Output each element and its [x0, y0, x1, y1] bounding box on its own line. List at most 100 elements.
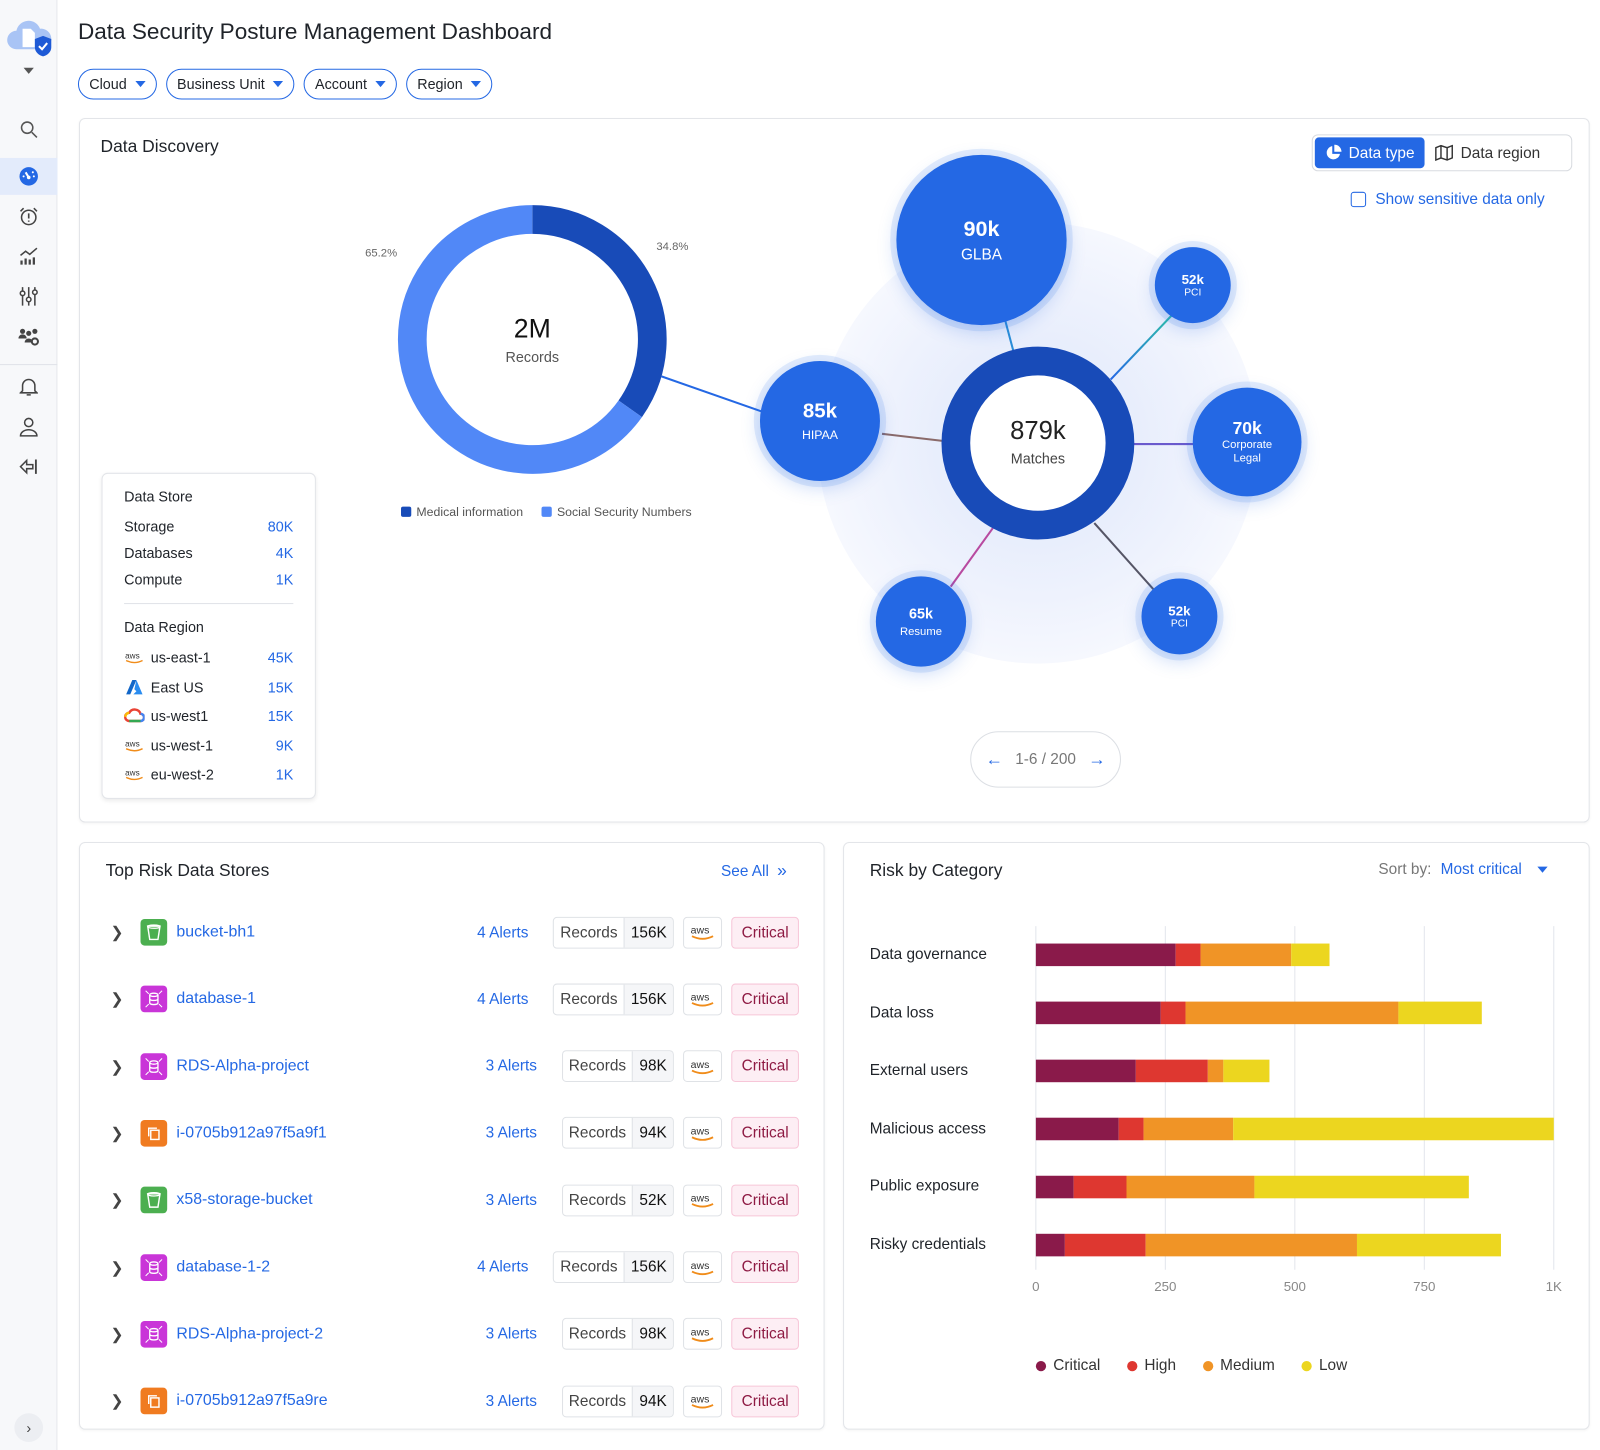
expand-chevron-icon[interactable]: ❯ [110, 1258, 124, 1277]
alerts-link[interactable]: 3 Alerts [485, 1124, 537, 1142]
alerts-link[interactable]: 3 Alerts [485, 1191, 537, 1209]
bar-segment-medium[interactable] [1143, 1117, 1234, 1141]
logo-icon[interactable] [6, 16, 53, 62]
data-store-name-link[interactable]: RDS-Alpha-project-2 [176, 1324, 324, 1343]
bar-segment-low[interactable] [1233, 1117, 1554, 1141]
bar-segment-medium[interactable] [1145, 1233, 1357, 1257]
table-row[interactable]: ❯ database-1-2 4 Alerts Records 156K aws … [106, 1251, 799, 1284]
bubble-pci-top[interactable]: 52k PCI [1154, 247, 1231, 324]
bar-segment-low[interactable] [1254, 1175, 1469, 1199]
legend-item[interactable]: High [1126, 1357, 1176, 1374]
donut-slice[interactable] [531, 205, 667, 418]
bar-segment-medium[interactable] [1126, 1175, 1255, 1199]
data-store-item[interactable]: Databases 4K [124, 539, 293, 566]
data-region-item[interactable]: aws us-east-1 45K [124, 643, 293, 672]
alarm-icon[interactable] [17, 205, 40, 228]
data-region-item[interactable]: aws eu-west-2 1K [124, 760, 293, 789]
table-row[interactable]: ❯ x58-storage-bucket 3 Alerts Records 52K… [106, 1184, 799, 1217]
bar-segment-high[interactable] [1135, 1059, 1208, 1083]
bar-segment-critical[interactable] [1035, 1175, 1074, 1199]
logout-icon[interactable] [17, 455, 40, 478]
donut-slice[interactable] [397, 205, 642, 474]
org-dropdown-caret-icon[interactable] [23, 67, 34, 74]
data-region-toggle[interactable]: Data region [1425, 137, 1551, 168]
search-icon[interactable] [17, 118, 40, 141]
bell-icon[interactable] [17, 375, 40, 398]
data-region-item[interactable]: East US 15K [124, 672, 293, 701]
bar-segment-medium[interactable] [1185, 1001, 1399, 1025]
sliders-icon[interactable] [17, 285, 40, 308]
expand-chevron-icon[interactable]: ❯ [110, 991, 124, 1009]
bubble-hipaa[interactable]: 85k HIPAA [759, 361, 880, 482]
bar-segment-medium[interactable] [1200, 943, 1292, 967]
bar-segment-critical[interactable] [1035, 1233, 1065, 1257]
bar-segment-low[interactable] [1356, 1233, 1501, 1257]
alerts-link[interactable]: 4 Alerts [477, 990, 529, 1008]
expand-chevron-icon[interactable]: ❯ [110, 1325, 124, 1344]
next-page-arrow-icon[interactable]: → [1088, 749, 1106, 769]
analytics-icon[interactable] [17, 245, 40, 268]
filter-cloud[interactable]: Cloud [77, 68, 157, 100]
bar-segment-high[interactable] [1118, 1117, 1144, 1141]
prev-page-arrow-icon[interactable]: ← [985, 749, 1003, 769]
data-store-name-link[interactable]: bucket-bh1 [176, 923, 256, 941]
data-store-item[interactable]: Storage 80K [124, 513, 293, 540]
alerts-link[interactable]: 4 Alerts [477, 923, 529, 941]
users-settings-icon[interactable] [17, 325, 40, 348]
data-store-name-link[interactable]: database-1-2 [176, 1257, 271, 1276]
filter-region[interactable]: Region [405, 68, 493, 100]
bar-segment-critical[interactable] [1035, 1117, 1119, 1141]
filter-business-unit[interactable]: Business Unit [165, 68, 295, 100]
legend-item[interactable]: Medium [1202, 1357, 1275, 1374]
legend-item[interactable]: Critical [1035, 1357, 1100, 1374]
bar-segment-low[interactable] [1223, 1059, 1270, 1083]
bar-segment-high[interactable] [1073, 1175, 1127, 1199]
expand-chevron-icon[interactable]: ❯ [110, 1124, 124, 1143]
bar-segment-low[interactable] [1291, 943, 1330, 967]
table-row[interactable]: ❯ RDS-Alpha-project-2 3 Alerts Records 98… [106, 1318, 799, 1351]
data-store-name-link[interactable]: i-0705b912a97f5a9f1 [176, 1123, 327, 1142]
data-store-name-link[interactable]: RDS-Alpha-project [176, 1056, 309, 1075]
bubble-pci-bottom[interactable]: 52k PCI [1141, 578, 1218, 655]
bubble-corporate-legal[interactable]: 70k Corporate Legal [1192, 387, 1302, 497]
data-region-item[interactable]: aws us-west-1 9K [124, 731, 293, 760]
bar-segment-high[interactable] [1175, 943, 1201, 967]
data-store-name-link[interactable]: x58-storage-bucket [176, 1190, 313, 1209]
table-row[interactable]: ❯ RDS-Alpha-project 3 Alerts Records 98K … [106, 1050, 799, 1083]
bar-segment-high[interactable] [1160, 1001, 1186, 1025]
bar-segment-critical[interactable] [1035, 943, 1176, 967]
alerts-link[interactable]: 4 Alerts [477, 1258, 529, 1276]
bar-segment-medium[interactable] [1207, 1059, 1224, 1083]
sort-dropdown[interactable]: Sort by: Most critical [1378, 860, 1548, 878]
dashboard-icon[interactable] [17, 165, 40, 188]
sensitive-data-checkbox[interactable]: Show sensitive data only [1350, 191, 1545, 208]
expand-chevron-icon[interactable]: ❯ [110, 1392, 124, 1411]
expand-chevron-icon[interactable]: ❯ [110, 924, 124, 942]
see-all-link[interactable]: See All » [721, 860, 787, 881]
table-row[interactable]: ❯ i-0705b912a97f5a9re 3 Alerts Records 94… [106, 1385, 799, 1418]
alerts-link[interactable]: 3 Alerts [485, 1392, 537, 1410]
data-store-name-link[interactable]: i-0705b912a97f5a9re [176, 1391, 328, 1410]
checkbox-box[interactable] [1350, 191, 1367, 208]
expand-sidebar-button[interactable]: › [14, 1413, 44, 1442]
user-icon[interactable] [17, 415, 40, 438]
bar-segment-high[interactable] [1064, 1233, 1146, 1257]
legend-item[interactable]: Low [1301, 1357, 1347, 1374]
filter-account[interactable]: Account [303, 68, 397, 100]
bar-segment-critical[interactable] [1035, 1059, 1136, 1083]
data-type-toggle[interactable]: Data type [1314, 137, 1425, 169]
data-store-item[interactable]: Compute 1K [124, 566, 293, 593]
alerts-link[interactable]: 3 Alerts [485, 1057, 537, 1075]
data-store-name-link[interactable]: database-1 [176, 990, 256, 1008]
data-region-item[interactable]: us-west1 15K [124, 702, 293, 731]
table-row[interactable]: ❯ i-0705b912a97f5a9f1 3 Alerts Records 94… [106, 1117, 799, 1150]
bubble-resume[interactable]: 65k Resume [875, 576, 967, 667]
bar-segment-critical[interactable] [1035, 1001, 1161, 1025]
table-row[interactable]: ❯ database-1 4 Alerts Records 156K aws Cr… [106, 983, 799, 1016]
alerts-link[interactable]: 3 Alerts [485, 1325, 537, 1343]
bar-segment-low[interactable] [1398, 1001, 1482, 1025]
table-row[interactable]: ❯ bucket-bh1 4 Alerts Records 156K aws Cr… [106, 916, 799, 949]
bubble-glba[interactable]: 90k GLBA [896, 154, 1067, 326]
expand-chevron-icon[interactable]: ❯ [110, 1191, 124, 1210]
expand-chevron-icon[interactable]: ❯ [110, 1058, 124, 1076]
